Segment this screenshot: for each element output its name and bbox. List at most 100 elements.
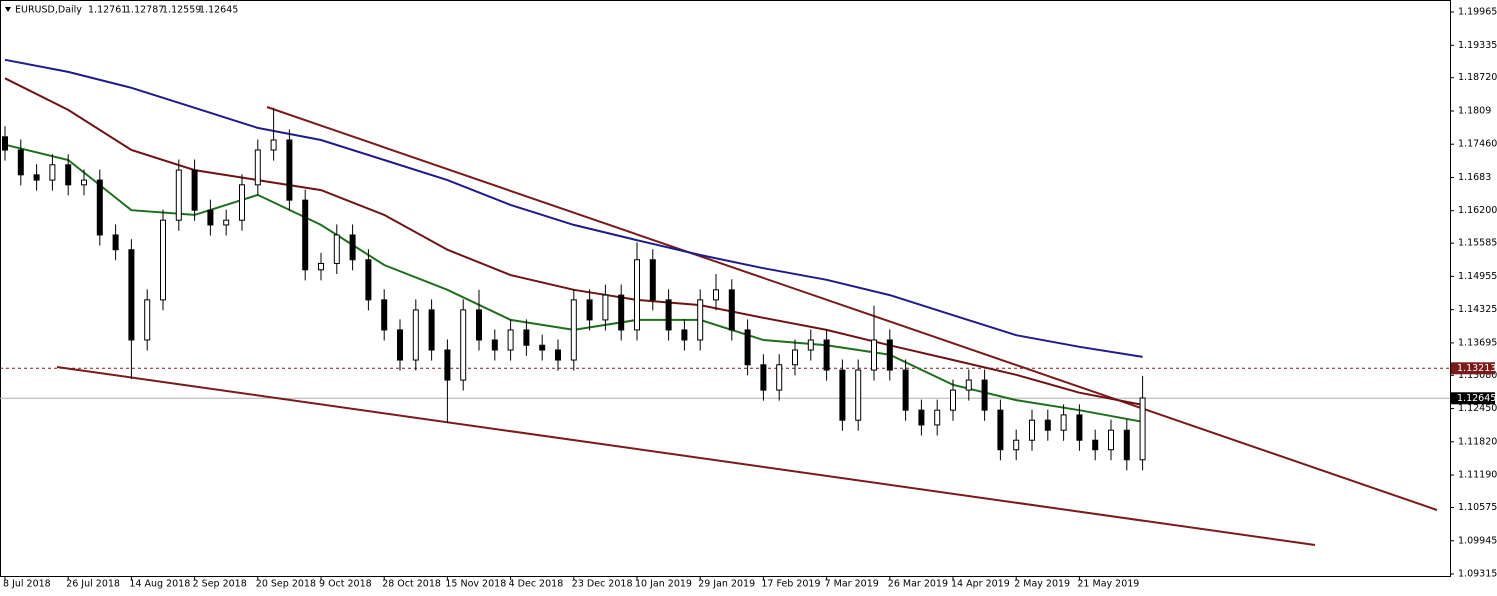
candle	[491, 329, 498, 361]
candle-body	[254, 149, 261, 186]
candle	[507, 319, 514, 361]
candle-body	[491, 339, 498, 351]
candle	[223, 209, 230, 236]
y-tick-label: 1.19965	[1458, 7, 1497, 18]
candle	[1029, 409, 1035, 451]
candle-body	[902, 369, 909, 411]
candle-body	[523, 329, 530, 346]
candle-body	[191, 169, 198, 211]
candle	[1108, 419, 1114, 461]
candle	[254, 139, 261, 196]
y-tick-label: 1.11820	[1458, 436, 1497, 447]
x-tick-label: 2 May 2019	[1014, 579, 1070, 590]
x-tick-label: 21 May 2019	[1077, 579, 1139, 590]
candle	[965, 369, 972, 401]
candle-body	[96, 179, 103, 236]
candle-body	[1139, 397, 1146, 461]
candle	[207, 199, 214, 236]
candle	[1076, 404, 1083, 451]
candle	[270, 107, 277, 161]
candle-body	[586, 299, 593, 321]
candle-body	[871, 339, 877, 371]
x-tick-label: 15 Nov 2018	[445, 579, 506, 590]
candle-body	[665, 299, 672, 331]
candle-body	[618, 294, 625, 331]
candle-body	[839, 369, 846, 421]
candle	[96, 169, 103, 246]
y-tick-label: 1.11190	[1458, 470, 1497, 481]
candle	[871, 305, 877, 381]
candle-body	[1060, 414, 1067, 431]
x-tick-label: 14 Apr 2019	[951, 579, 1010, 590]
candle	[918, 399, 925, 436]
candle-body	[270, 139, 277, 151]
candle-body	[286, 139, 293, 201]
candle-body	[333, 234, 340, 264]
candle	[697, 289, 704, 351]
candle-body	[349, 234, 356, 261]
candle-body	[539, 344, 546, 351]
y-tick-label: 1.09945	[1458, 535, 1497, 546]
candle-body	[950, 389, 956, 411]
candle	[1013, 429, 1020, 461]
candle	[175, 159, 182, 231]
candle-body	[792, 349, 798, 366]
candle	[2, 126, 8, 161]
candle	[665, 289, 672, 341]
candle	[902, 359, 909, 421]
candle	[239, 174, 245, 231]
candle	[381, 289, 388, 341]
candle	[934, 399, 941, 436]
candle-body	[1013, 439, 1020, 451]
candle	[286, 129, 293, 211]
price-label-box	[1451, 362, 1495, 375]
trend-line	[266, 106, 1438, 511]
candle	[950, 379, 956, 421]
candle	[618, 284, 625, 341]
candle-body	[634, 259, 640, 331]
header-arrow	[5, 7, 11, 12]
candle	[1123, 419, 1130, 471]
candle	[649, 249, 656, 311]
candle-body	[697, 299, 704, 341]
candle-body	[65, 164, 72, 186]
candle-body	[555, 349, 561, 361]
candle-body	[33, 174, 40, 181]
y-tick-label: 1.14325	[1458, 304, 1497, 315]
candle	[602, 284, 609, 331]
x-tick-label: 23 Dec 2018	[572, 579, 633, 590]
candle-body	[886, 339, 893, 371]
candle	[65, 154, 72, 196]
candle-body	[365, 259, 372, 301]
candle-body	[81, 179, 87, 186]
header-close: 1.12645	[199, 5, 238, 16]
y-tick-label: 1.19335	[1458, 40, 1497, 51]
candle	[539, 334, 546, 361]
candle	[792, 339, 798, 376]
candle	[318, 252, 324, 281]
candle	[760, 354, 767, 401]
candle-body	[918, 409, 925, 426]
candle-body	[1044, 419, 1051, 431]
candle-body	[144, 299, 151, 341]
plot-area	[0, 58, 1450, 546]
x-tick-label: 8 Jul 2018	[3, 579, 51, 590]
candle-body	[760, 364, 767, 391]
header-open: 1.12761	[88, 5, 127, 16]
y-tick-label: 1.13080	[1458, 370, 1497, 381]
x-tick-label: 29 Jan 2019	[698, 579, 755, 590]
header-high: 1.12787	[125, 5, 164, 16]
candle	[476, 289, 482, 351]
candle	[144, 289, 151, 351]
plot-frame	[0, 0, 1451, 577]
candle-body	[649, 259, 656, 301]
candle	[839, 359, 846, 431]
candle	[460, 299, 467, 391]
y-tick-label: 1.15585	[1458, 238, 1497, 249]
candle	[1139, 375, 1146, 471]
x-tick-label: 17 Feb 2019	[761, 579, 820, 590]
candle	[397, 319, 403, 371]
candle	[886, 329, 893, 381]
candle	[444, 339, 451, 423]
candle	[776, 354, 783, 401]
